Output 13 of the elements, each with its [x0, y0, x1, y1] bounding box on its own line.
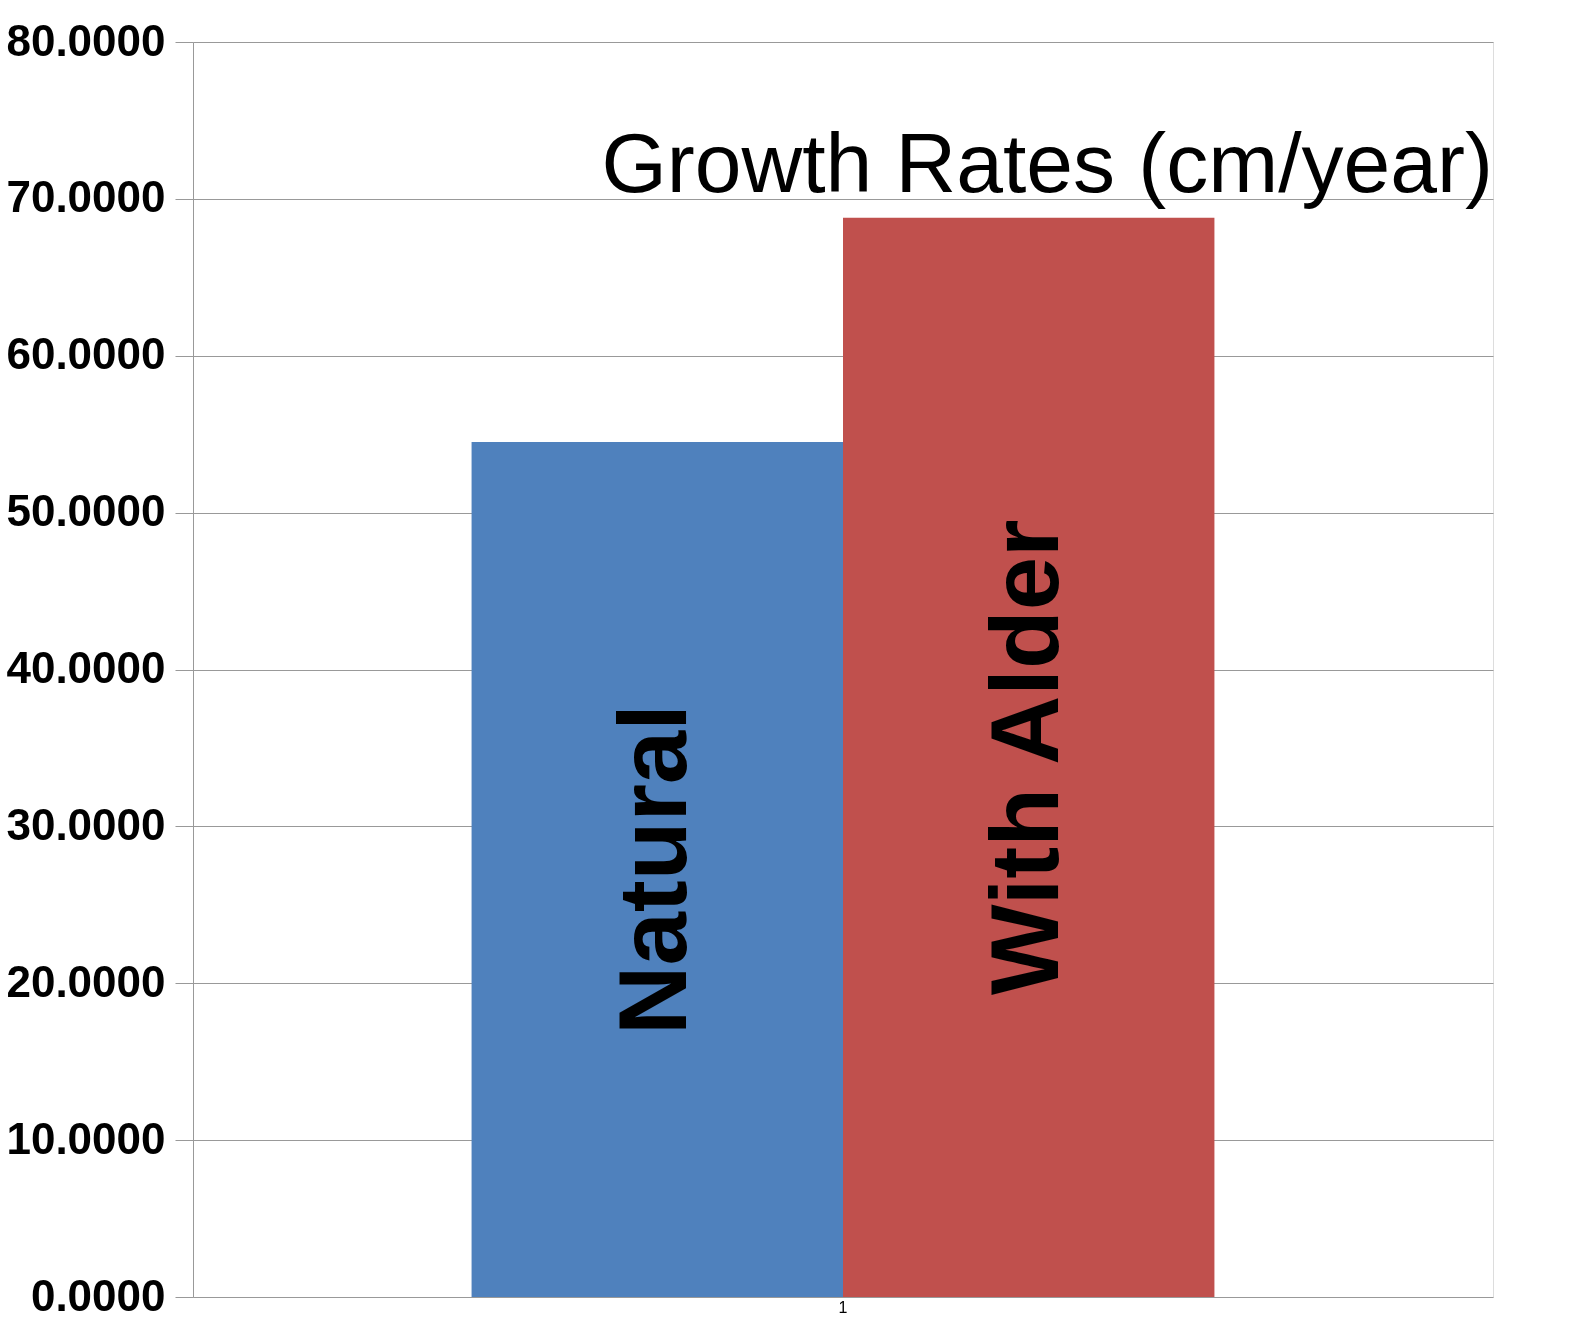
y-tick-label: 20.0000 [6, 956, 166, 1006]
y-tick-label: 60.0000 [6, 329, 166, 379]
y-tick-label: 30.0000 [6, 799, 166, 849]
y-tick-label: 40.0000 [6, 643, 166, 692]
y-tick-label: 70.0000 [6, 172, 166, 222]
y-tick-label: 0.0000 [30, 1270, 166, 1320]
y-tick-label: 80.0000 [6, 15, 166, 65]
y-tick-label: 50.0000 [6, 486, 166, 536]
y-tick-label: 10.0000 [6, 1113, 166, 1163]
series-label: Natural [599, 704, 707, 1035]
text: Growth Rates (cm/year) [601, 116, 1493, 210]
x-tick-label: 1 [838, 1298, 848, 1316]
series-label: With Alder [970, 519, 1078, 996]
